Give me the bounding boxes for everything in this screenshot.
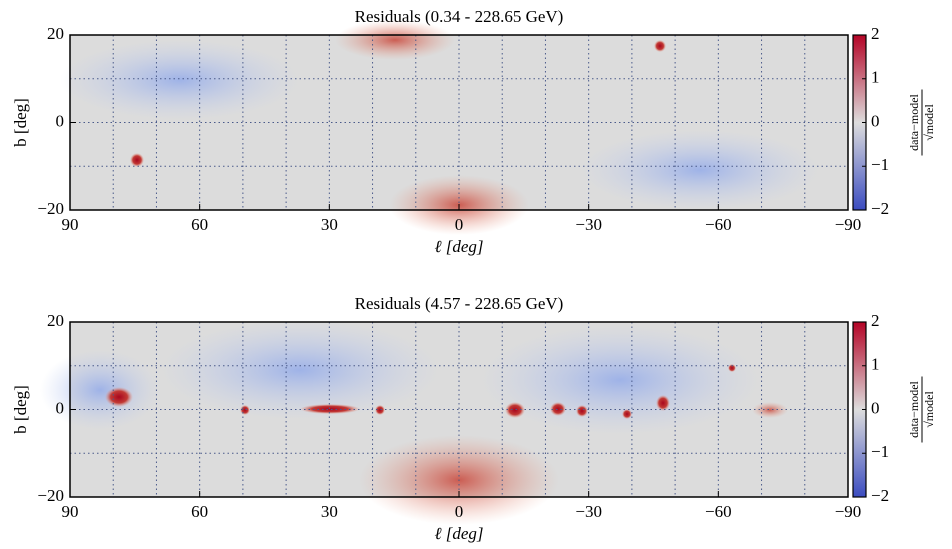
y-tick-label: 20 bbox=[47, 311, 64, 330]
colorbar-tick-label: −1 bbox=[871, 155, 889, 174]
colorbar-tick-label: −2 bbox=[871, 486, 889, 505]
panel: Residuals (4.57 - 228.65 GeV) 90 60 30 0 −30 −… bbox=[11, 294, 936, 543]
heatmap-texture bbox=[60, 40, 300, 120]
heatmap-texture bbox=[480, 325, 760, 435]
heatmap-texture bbox=[335, 20, 455, 60]
y-axis-label: b [deg] bbox=[11, 98, 30, 147]
heatmap-texture bbox=[105, 387, 133, 407]
heatmap-texture bbox=[728, 364, 736, 372]
x-axis-label: ℓ [deg] bbox=[434, 524, 483, 543]
x-tick-label: −90 bbox=[835, 502, 862, 521]
heatmap-texture bbox=[160, 320, 440, 420]
x-tick-label: −60 bbox=[705, 215, 732, 234]
x-tick-label: 60 bbox=[191, 215, 208, 234]
heatmap-texture bbox=[656, 395, 670, 411]
colorbar-label-denominator: √model bbox=[922, 391, 936, 428]
y-tick-label: 0 bbox=[56, 111, 65, 130]
heatmap-texture bbox=[300, 404, 360, 414]
colorbar-tick-label: 0 bbox=[871, 398, 880, 417]
x-tick-label: 30 bbox=[321, 502, 338, 521]
colorbar-label-numerator: data−model bbox=[907, 380, 921, 437]
heatmap-texture bbox=[622, 409, 632, 419]
heatmap-texture bbox=[550, 402, 566, 416]
heatmap-texture bbox=[505, 402, 525, 418]
colorbar-tick-label: −1 bbox=[871, 442, 889, 461]
colorbar-tick-label: 2 bbox=[871, 311, 880, 330]
heatmap-texture bbox=[580, 130, 820, 210]
x-axis-label: ℓ [deg] bbox=[434, 237, 483, 256]
x-tick-label: 0 bbox=[455, 215, 464, 234]
x-tick-label: −60 bbox=[705, 502, 732, 521]
colorbar-tick-label: 1 bbox=[871, 355, 880, 374]
x-tick-label: 30 bbox=[321, 215, 338, 234]
y-tick-label: −20 bbox=[37, 199, 64, 218]
heatmap-texture bbox=[576, 405, 588, 417]
heatmap-texture bbox=[375, 405, 385, 415]
colorbar-tick-label: 2 bbox=[871, 24, 880, 43]
colorbar-label: data−model √model bbox=[907, 89, 936, 156]
x-tick-label: 90 bbox=[62, 502, 79, 521]
colorbar-tick-label: 1 bbox=[871, 68, 880, 87]
x-tick-label: 0 bbox=[455, 502, 464, 521]
x-tick-label: −90 bbox=[835, 215, 862, 234]
colorbar-label: data−model √model bbox=[907, 376, 936, 443]
colorbar-label-numerator: data−model bbox=[907, 93, 921, 150]
x-tick-label: 90 bbox=[62, 215, 79, 234]
colorbar-tick-label: 0 bbox=[871, 111, 880, 130]
y-tick-label: 0 bbox=[56, 398, 65, 417]
colorbar-tick-label: −2 bbox=[871, 199, 889, 218]
y-tick-label: −20 bbox=[37, 486, 64, 505]
heatmap-texture bbox=[40, 350, 160, 430]
colorbar-label-denominator: √model bbox=[922, 104, 936, 141]
chart-title: Residuals (4.57 - 228.65 GeV) bbox=[355, 294, 564, 313]
y-tick-label: 20 bbox=[47, 24, 64, 43]
heatmap-texture bbox=[130, 153, 144, 167]
panel: Residuals (0.34 - 228.65 GeV)90 60 30 0 −30−… bbox=[11, 7, 936, 256]
x-tick-label: 60 bbox=[191, 502, 208, 521]
heatmap-texture bbox=[752, 402, 788, 418]
x-tick-label: −30 bbox=[575, 215, 602, 234]
x-tick-label: −30 bbox=[575, 502, 602, 521]
y-axis-label: b [deg] bbox=[11, 385, 30, 434]
heatmap-texture bbox=[654, 40, 666, 52]
